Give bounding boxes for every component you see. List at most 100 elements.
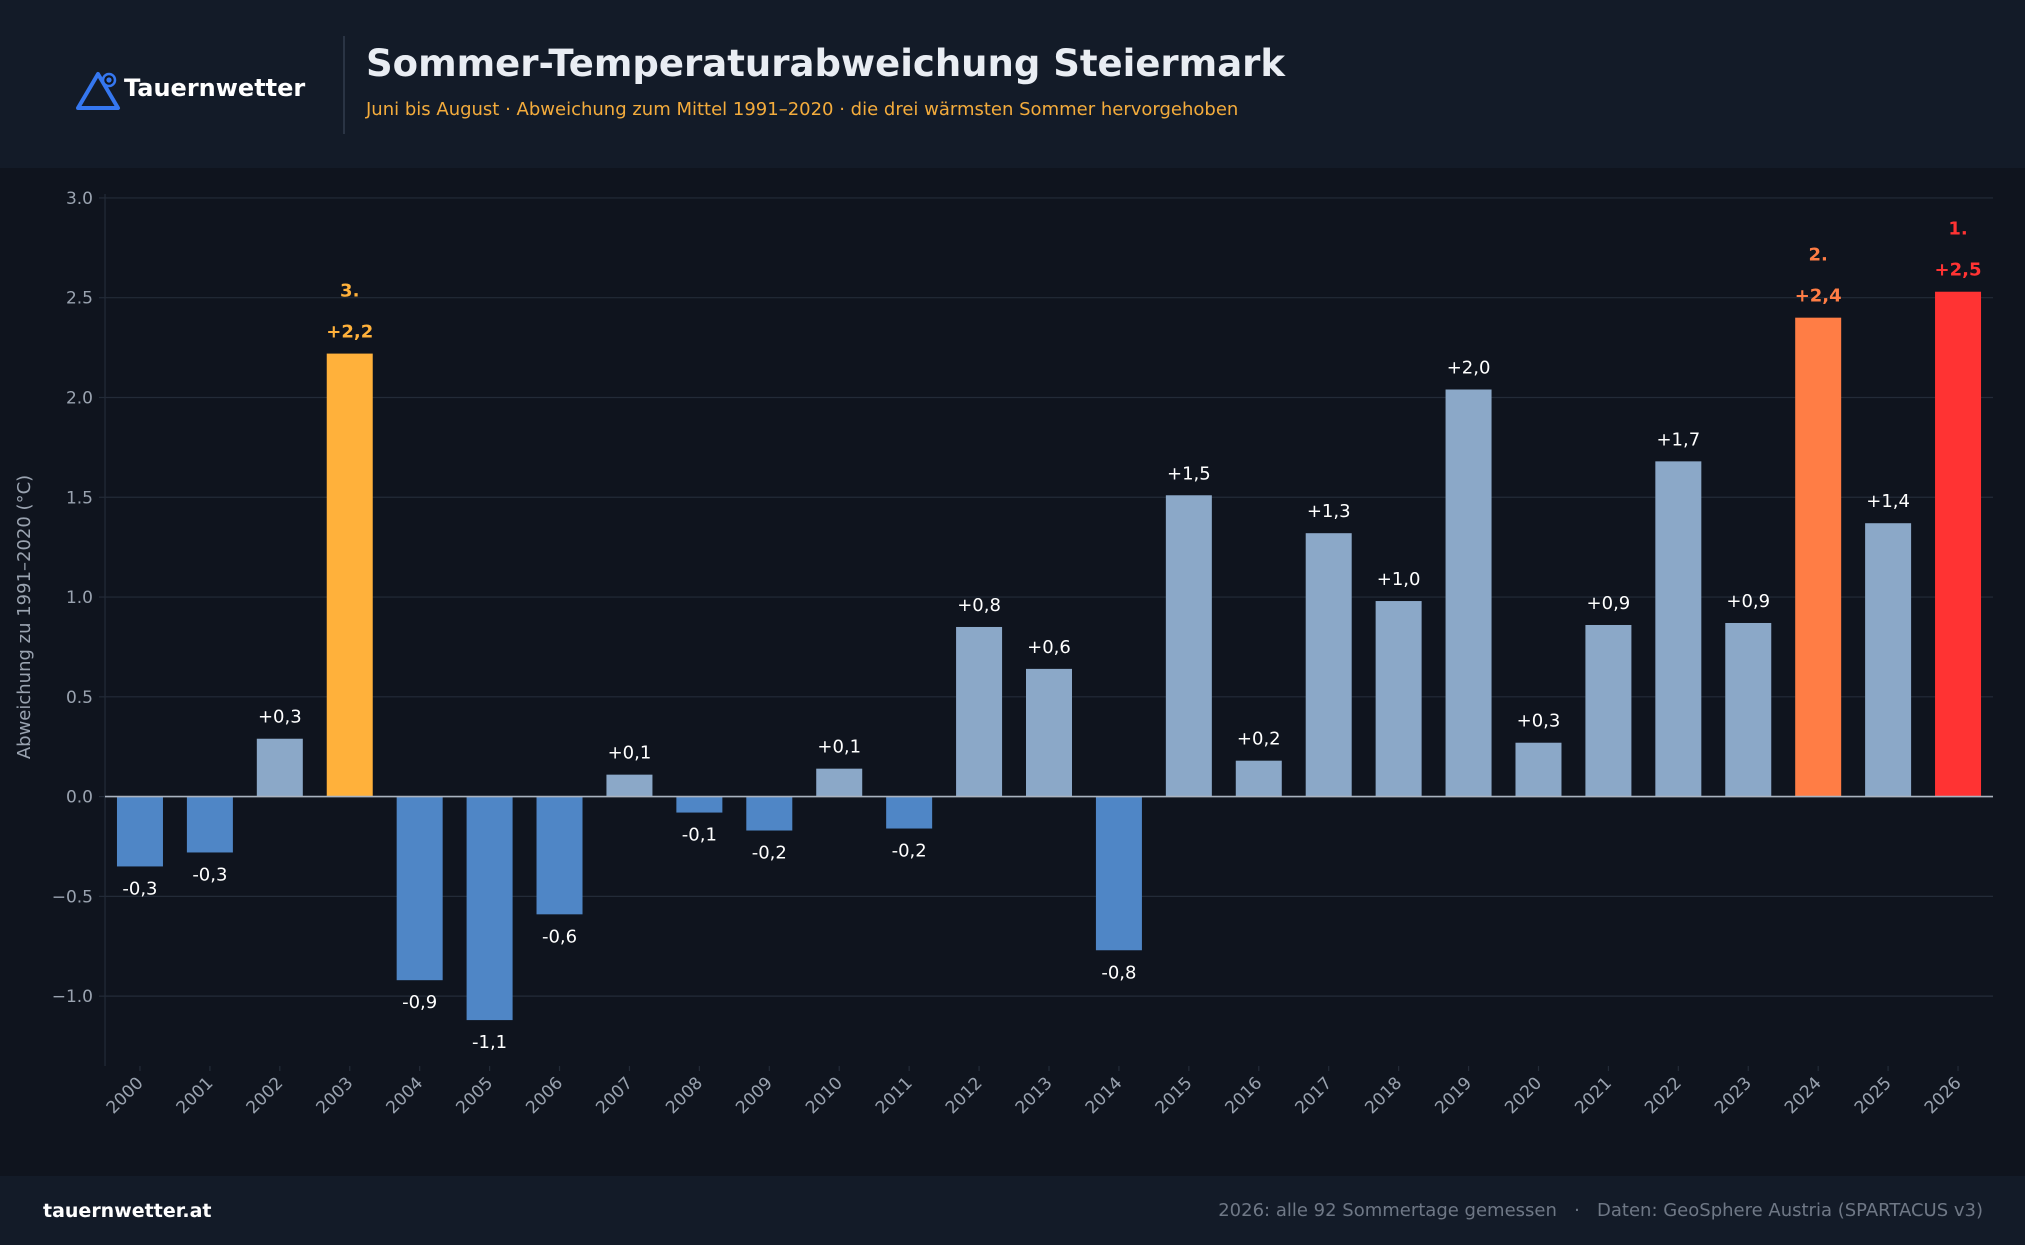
value-label-2009: -0,2 <box>752 843 787 864</box>
bar-2011 <box>886 796 933 829</box>
x-tick-label-2006: 2006 <box>522 1073 567 1118</box>
y-tick-label: 2.5 <box>66 289 93 309</box>
x-tick-label-2000: 2000 <box>103 1073 148 1118</box>
y-tick-label: 2.0 <box>66 388 93 408</box>
footer-note: 2026: alle 92 Sommertage gemessen <box>1218 1200 1557 1221</box>
value-label-2011: -0,2 <box>892 841 927 862</box>
x-tick-label-2018: 2018 <box>1361 1073 1406 1118</box>
value-label-2018: +1,0 <box>1377 569 1421 590</box>
value-label-2019: +2,0 <box>1447 358 1491 379</box>
x-tick-label-2025: 2025 <box>1851 1073 1896 1118</box>
x-tick-label-2009: 2009 <box>732 1073 777 1118</box>
value-label-2002: +0,3 <box>258 707 302 728</box>
value-label-2001: -0,3 <box>192 864 227 885</box>
x-tick-label-2023: 2023 <box>1711 1073 1756 1118</box>
x-tick-label-2015: 2015 <box>1152 1073 1197 1118</box>
bar-2024 <box>1795 317 1842 797</box>
bar-2021 <box>1585 624 1632 797</box>
x-tick-label-2001: 2001 <box>173 1073 218 1118</box>
value-label-2014: -0,8 <box>1101 962 1136 983</box>
bar-2025 <box>1865 523 1912 797</box>
chart-area: 3.0 2.5 2.0 1.5 1.0 0.5 0.0 −0.5 −1.0 Abweichung … <box>0 168 2025 1176</box>
x-tick-label-2026: 2026 <box>1921 1073 1966 1118</box>
x-tick-label-2002: 2002 <box>243 1073 288 1118</box>
bar-2020 <box>1515 742 1562 797</box>
x-tick-label-2010: 2010 <box>802 1073 847 1118</box>
x-tick-label-2020: 2020 <box>1501 1073 1546 1118</box>
value-label-2008: -0,1 <box>682 825 717 846</box>
x-tick-label-2008: 2008 <box>662 1073 707 1118</box>
x-tick-label-2019: 2019 <box>1431 1073 1476 1118</box>
value-label-2013: +0,6 <box>1027 637 1071 658</box>
bar-2001 <box>186 796 233 853</box>
value-label-2000: -0,3 <box>122 878 157 899</box>
bar-2026 <box>1935 291 1982 797</box>
y-axis-label: Abweichung zu 1991–2020 (°C) <box>14 475 35 759</box>
bar-2004 <box>396 796 443 981</box>
bar-2014 <box>1095 796 1142 951</box>
y-tick-label: −1.0 <box>52 987 93 1007</box>
value-label-2003: +2,2 <box>326 322 373 343</box>
y-tick-label: 1.5 <box>66 488 93 508</box>
brand-name: Tauernwetter <box>124 74 306 102</box>
footer-separator: · <box>1563 1200 1592 1221</box>
y-tick-label: 3.0 <box>66 189 93 209</box>
value-label-2012: +0,8 <box>957 595 1001 616</box>
y-tick-label: −0.5 <box>52 887 93 907</box>
bar-2002 <box>256 738 303 797</box>
value-label-2023: +0,9 <box>1726 591 1770 612</box>
bar-2010 <box>816 768 863 797</box>
value-label-2004: -0,9 <box>402 992 437 1013</box>
value-label-2020: +0,3 <box>1517 711 1561 732</box>
value-label-2007: +0,1 <box>608 743 652 764</box>
value-label-2006: -0,6 <box>542 926 577 947</box>
value-label-2026: +2,5 <box>1935 260 1982 281</box>
value-label-2015: +1,5 <box>1167 463 1211 484</box>
value-label-2005: -1,1 <box>472 1032 507 1053</box>
x-tick-label-2017: 2017 <box>1292 1073 1337 1118</box>
value-label-2022: +1,7 <box>1656 429 1700 450</box>
x-tick-label-2003: 2003 <box>313 1073 358 1118</box>
x-tick-label-2024: 2024 <box>1781 1073 1826 1118</box>
bar-2007 <box>606 774 653 797</box>
y-tick-label: 1.0 <box>66 588 93 608</box>
bar-2008 <box>676 796 723 813</box>
bar-2003 <box>326 353 373 797</box>
bar-chart: 3.0 2.5 2.0 1.5 1.0 0.5 0.0 −0.5 −1.0 Abweichung … <box>14 189 1993 1118</box>
footer-separator-glyph: · <box>1574 1200 1580 1221</box>
x-tick-label-2022: 2022 <box>1641 1073 1686 1118</box>
bar-2017 <box>1305 533 1352 797</box>
value-label-2021: +0,9 <box>1587 593 1631 614</box>
y-tick-label: 0.5 <box>66 688 93 708</box>
bar-2019 <box>1445 389 1492 797</box>
page-title: Sommer-Temperaturabweichung Steiermark <box>366 42 1286 85</box>
footer-site-link[interactable]: tauernwetter.at <box>43 1200 212 1222</box>
x-tick-label-2011: 2011 <box>872 1073 917 1118</box>
rank-label-2024: 2. <box>1808 245 1827 266</box>
footer: tauernwetter.at 2026: alle 92 Sommertage… <box>0 1176 2025 1245</box>
footer-info: 2026: alle 92 Sommertage gemessen · Date… <box>1218 1200 1983 1221</box>
bar-2006 <box>536 796 583 915</box>
y-tick-label: 0.0 <box>66 788 93 808</box>
x-tick-label-2005: 2005 <box>452 1073 497 1118</box>
bar-2018 <box>1375 601 1422 797</box>
rank-label-2003: 3. <box>340 281 359 302</box>
header: Tauernwetter Sommer-Temperaturabweichung… <box>0 0 2025 168</box>
x-tick-label-2021: 2021 <box>1571 1073 1616 1118</box>
value-label-2017: +1,3 <box>1307 501 1351 522</box>
page-subtitle: Juni bis August · Abweichung zum Mittel … <box>366 99 1239 120</box>
bar-2009 <box>746 796 793 831</box>
bar-2012 <box>956 626 1003 797</box>
footer-source: Daten: GeoSphere Austria (SPARTACUS v3) <box>1597 1200 1983 1221</box>
value-label-2025: +1,4 <box>1866 491 1910 512</box>
value-label-2016: +0,2 <box>1237 729 1281 750</box>
x-tick-label-2014: 2014 <box>1082 1073 1127 1118</box>
x-tick-label-2013: 2013 <box>1012 1073 1057 1118</box>
x-tick-label-2016: 2016 <box>1222 1073 1267 1118</box>
header-divider <box>343 36 345 134</box>
x-tick-label-2004: 2004 <box>382 1073 427 1118</box>
bar-2000 <box>116 796 163 867</box>
x-tick-label-2012: 2012 <box>942 1073 987 1118</box>
rank-label-2026: 1. <box>1948 219 1967 240</box>
x-tick-label-2007: 2007 <box>592 1073 637 1118</box>
